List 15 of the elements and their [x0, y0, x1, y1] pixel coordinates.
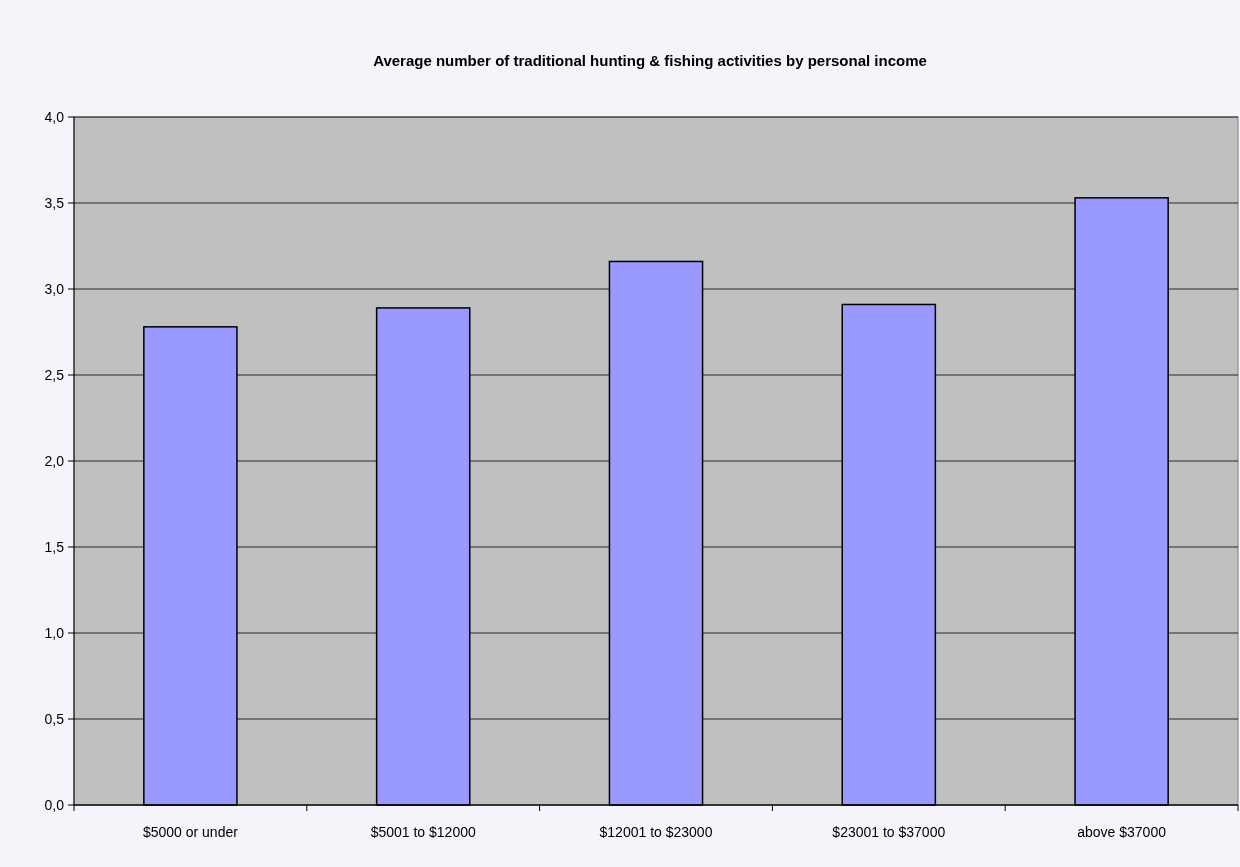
- y-tick-label: 3,5: [44, 194, 65, 211]
- x-tick-label: $5000 or under: [142, 824, 239, 840]
- y-tick-label: 4,0: [44, 108, 65, 125]
- y-tick-label: 1,5: [44, 538, 65, 555]
- y-tick-label: 0,0: [44, 796, 65, 813]
- y-tick-label: 2,0: [44, 452, 65, 469]
- chart-title: Average number of traditional hunting & fishing activities by personal income: [373, 52, 927, 69]
- y-tick-label: 3,0: [44, 280, 65, 297]
- x-tick-label: above $37000: [1077, 824, 1167, 840]
- y-tick-label: 2,5: [44, 366, 65, 383]
- y-tick-label: 1,0: [44, 624, 65, 641]
- x-tick-label: $23001 to $37000: [832, 824, 946, 840]
- x-tick-label: $12001 to $23000: [599, 824, 713, 840]
- y-tick-label: 0,5: [44, 710, 65, 727]
- x-tick-label: $5001 to $12000: [370, 824, 476, 840]
